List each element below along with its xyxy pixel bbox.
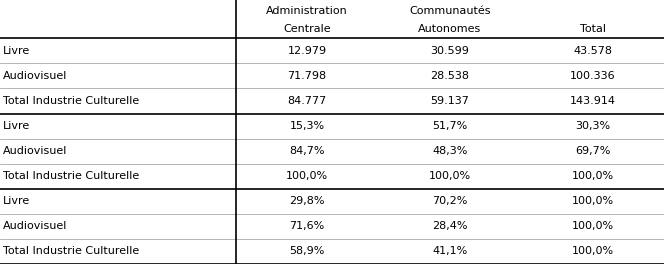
Text: 15,3%: 15,3% bbox=[290, 121, 325, 131]
Text: 100,0%: 100,0% bbox=[572, 247, 614, 256]
Text: 143.914: 143.914 bbox=[570, 96, 616, 106]
Text: 100,0%: 100,0% bbox=[572, 196, 614, 206]
Text: 59.137: 59.137 bbox=[430, 96, 469, 106]
Text: Total Industrie Culturelle: Total Industrie Culturelle bbox=[3, 247, 139, 256]
Text: 70,2%: 70,2% bbox=[432, 196, 467, 206]
Text: 51,7%: 51,7% bbox=[432, 121, 467, 131]
Text: 100,0%: 100,0% bbox=[286, 171, 328, 181]
Text: 43.578: 43.578 bbox=[573, 46, 612, 56]
Text: 48,3%: 48,3% bbox=[432, 146, 467, 156]
Text: 12.979: 12.979 bbox=[288, 46, 327, 56]
Text: Autonomes: Autonomes bbox=[418, 24, 481, 34]
Text: 71,6%: 71,6% bbox=[290, 221, 325, 231]
Text: 84.777: 84.777 bbox=[288, 96, 327, 106]
Text: Communautés: Communautés bbox=[409, 6, 491, 16]
Text: Total Industrie Culturelle: Total Industrie Culturelle bbox=[3, 171, 139, 181]
Text: 71.798: 71.798 bbox=[288, 71, 327, 81]
Text: Livre: Livre bbox=[3, 121, 30, 131]
Text: 100,0%: 100,0% bbox=[572, 221, 614, 231]
Text: 69,7%: 69,7% bbox=[575, 146, 610, 156]
Text: Livre: Livre bbox=[3, 196, 30, 206]
Text: Total Industrie Culturelle: Total Industrie Culturelle bbox=[3, 96, 139, 106]
Text: Audiovisuel: Audiovisuel bbox=[3, 146, 67, 156]
Text: Total: Total bbox=[580, 24, 606, 34]
Text: 58,9%: 58,9% bbox=[290, 247, 325, 256]
Text: 100,0%: 100,0% bbox=[429, 171, 471, 181]
Text: 29,8%: 29,8% bbox=[290, 196, 325, 206]
Text: 41,1%: 41,1% bbox=[432, 247, 467, 256]
Text: 84,7%: 84,7% bbox=[290, 146, 325, 156]
Text: 30,3%: 30,3% bbox=[575, 121, 610, 131]
Text: Audiovisuel: Audiovisuel bbox=[3, 221, 67, 231]
Text: Livre: Livre bbox=[3, 46, 30, 56]
Text: 100,0%: 100,0% bbox=[572, 171, 614, 181]
Text: Audiovisuel: Audiovisuel bbox=[3, 71, 67, 81]
Text: 100.336: 100.336 bbox=[570, 71, 616, 81]
Text: Centrale: Centrale bbox=[284, 24, 331, 34]
Text: 28.538: 28.538 bbox=[430, 71, 469, 81]
Text: 28,4%: 28,4% bbox=[432, 221, 467, 231]
Text: 30.599: 30.599 bbox=[430, 46, 469, 56]
Text: Administration: Administration bbox=[266, 6, 348, 16]
